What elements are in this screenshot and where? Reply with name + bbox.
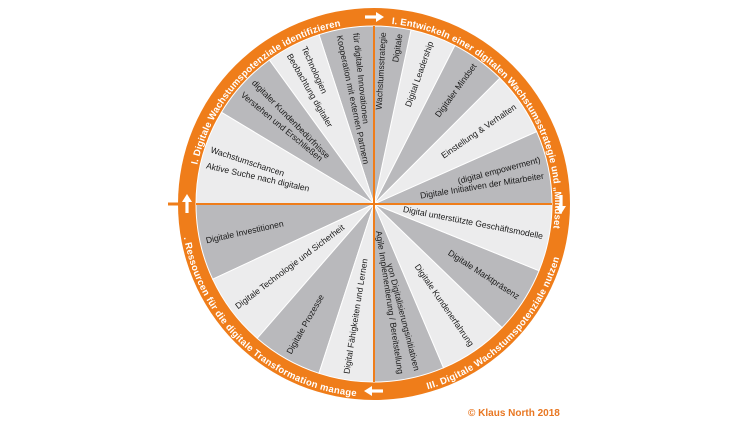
segment-label: Wachstumsstrategie — [374, 32, 388, 110]
wheel-segment — [195, 111, 376, 205]
left-stub — [168, 202, 180, 206]
segment-label: Digitale — [390, 33, 404, 63]
flow-arrows — [168, 12, 566, 396]
copyright-notice: © Klaus North 2018 — [468, 408, 560, 419]
arrow-top-icon — [365, 12, 384, 22]
arrow-right-icon — [556, 195, 566, 214]
arrow-left-icon — [182, 194, 192, 213]
arrow-bottom-icon — [364, 386, 383, 396]
